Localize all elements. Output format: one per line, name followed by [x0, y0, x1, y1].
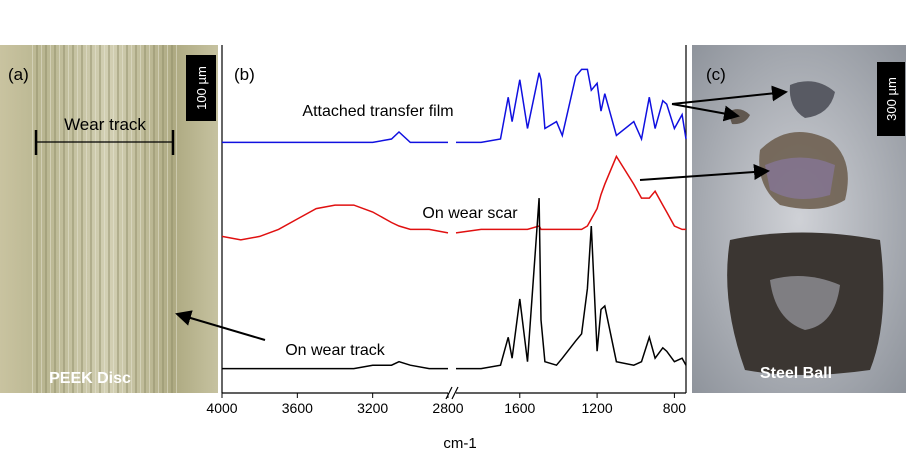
spectrum-line	[455, 154, 686, 234]
panel-c: (c) 300 µm Steel Ball	[692, 45, 906, 393]
spectrum-line	[456, 68, 687, 144]
spectrum-line	[221, 204, 449, 241]
panel-label: (b)	[234, 65, 255, 84]
series-label: On wear scar	[422, 205, 518, 222]
x-tick-label: 4000	[206, 400, 237, 416]
spectra-plot: (b) cm-1 4000 3600 3200 2800 1600 1200 800 Atta…	[206, 45, 687, 452]
x-tick-label: 800	[663, 400, 687, 416]
x-tick-label: 3200	[357, 400, 388, 416]
axis-break	[445, 386, 459, 400]
arrow	[639, 164, 770, 181]
x-tick-label: 1200	[582, 400, 613, 416]
panel-label: (a)	[8, 65, 29, 84]
spectrum-line	[456, 198, 687, 370]
panel-label: (c)	[706, 65, 726, 84]
caption: Steel Ball	[760, 365, 832, 382]
arrow	[671, 103, 740, 122]
scale-bar-box	[186, 55, 216, 121]
wear-track-label: Wear track	[64, 115, 146, 134]
x-axis-label: cm-1	[443, 435, 476, 452]
panel-a: (a) 100 µm Wear track PEEK Disc	[0, 45, 218, 393]
arrow	[671, 85, 788, 105]
arrow	[175, 310, 266, 341]
scale-bar-box	[877, 62, 905, 136]
scar-center	[770, 276, 840, 330]
scale-bar-label: 100 µm	[194, 66, 209, 110]
x-tick-label: 3600	[282, 400, 313, 416]
x-tick-label: 1600	[504, 400, 535, 416]
iridescence	[765, 157, 835, 199]
scale-bar-label: 300 µm	[884, 77, 899, 121]
film-patch	[789, 81, 835, 118]
x-tick-label: 2800	[432, 400, 463, 416]
series-label: On wear track	[285, 342, 386, 359]
spectrum-line	[222, 130, 448, 144]
disc-texture	[30, 45, 180, 393]
spectrum-line	[222, 360, 448, 370]
series-label: Attached transfer film	[302, 103, 453, 120]
caption: PEEK Disc	[49, 370, 131, 387]
